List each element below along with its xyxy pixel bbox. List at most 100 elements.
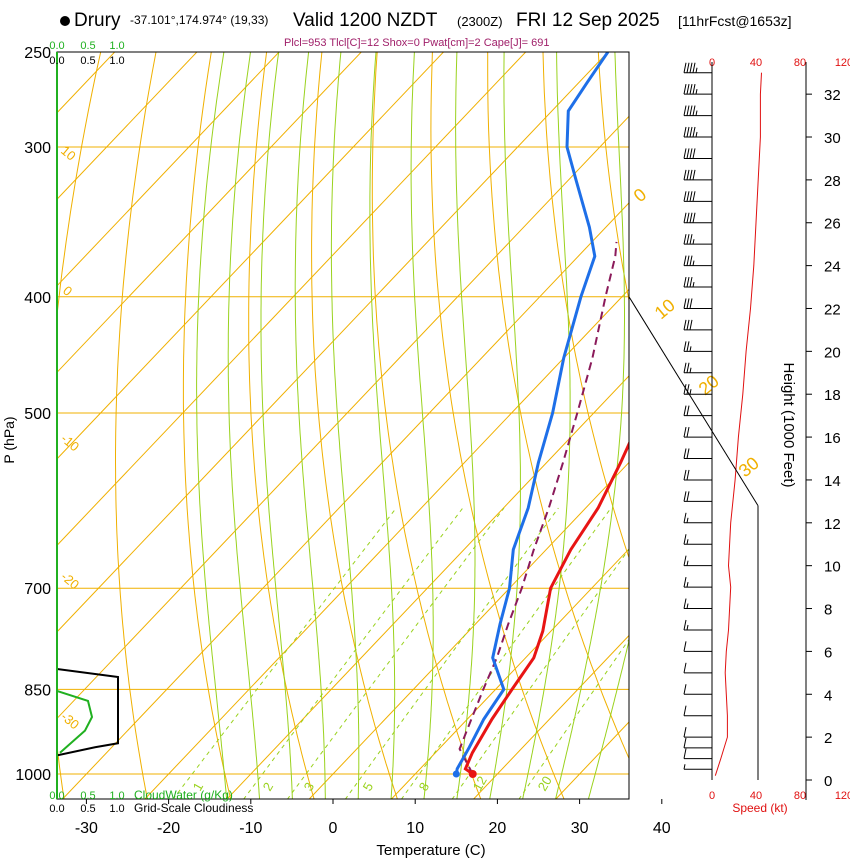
dry-adiabat (182, 52, 232, 799)
mixing-ratio-line (172, 507, 397, 799)
cloudwater-top-tick: 1.0 (109, 40, 124, 52)
mixing-ratio-label: 12 (470, 773, 490, 793)
wind-barb (683, 126, 712, 138)
isotherm (57, 115, 629, 720)
temp-tick-label: 30 (571, 820, 589, 837)
wind-barb (683, 727, 712, 738)
mixing-ratio-line (344, 507, 559, 799)
speed-bottom-tick: 40 (750, 790, 762, 802)
isotherm-label: 20 (695, 371, 723, 399)
pressure-tick-label: 1000 (15, 767, 51, 784)
surface-dew-dot (452, 770, 460, 778)
height-tick-label: 2 (824, 730, 832, 747)
wind-barb (683, 512, 712, 524)
wind-barb (683, 191, 712, 202)
wind-barb (683, 62, 712, 74)
pressure-tick-label: 300 (24, 140, 51, 157)
wind-barb (683, 255, 712, 267)
wind-barb (683, 684, 712, 695)
isotherm (57, 52, 609, 633)
dry-adiabat-label: -30 (58, 709, 82, 733)
isotherm (390, 548, 629, 799)
speed-top-tick: 120 (835, 57, 850, 69)
mixing-ratio-line (243, 507, 464, 799)
wind-barb (683, 534, 712, 545)
cloudwater-bottom-tick: 0.5 (80, 790, 95, 802)
cloudiness-top-tick: 0.0 (49, 55, 64, 67)
mixing-ratio-line (518, 638, 629, 799)
wind-barb (683, 737, 712, 749)
wind-barb (683, 319, 712, 331)
speed-bottom-tick: 80 (794, 790, 806, 802)
temp-tick-label: 10 (406, 820, 424, 837)
height-tick-label: 26 (824, 216, 841, 233)
cloudiness-bottom-tick: 0.0 (49, 803, 64, 815)
dry-adiabat-label: -10 (58, 431, 82, 455)
location-title: Drury (74, 10, 121, 31)
wind-barb (683, 641, 712, 652)
valid-date: FRI 12 Sep 2025 (516, 10, 660, 31)
wind-barb (683, 577, 712, 588)
location-dot (60, 16, 70, 26)
wind-barb (683, 234, 712, 245)
moist-adiabat (260, 52, 293, 799)
height-tick-label: 30 (824, 130, 841, 147)
wind-barb (683, 469, 712, 481)
dewpoint-trace (454, 52, 610, 775)
cloudwater-top-tick: 0.5 (80, 40, 95, 52)
speed-top-tick: 80 (794, 57, 806, 69)
wind-barb (683, 362, 712, 374)
cloudwater-bottom-tick: 1.0 (109, 790, 124, 802)
wind-barb (683, 662, 712, 674)
pressure-tick-label: 400 (24, 290, 51, 307)
isotherm (57, 52, 445, 460)
pressure-axis-label: P (hPa) (1, 416, 17, 463)
dry-adiabat (311, 52, 398, 799)
temp-tick-label: -30 (75, 820, 98, 837)
dry-adiabat (115, 52, 157, 799)
isotherm (57, 52, 527, 547)
dry-adiabat-label: -20 (58, 569, 82, 593)
isotherm (308, 461, 629, 799)
wind-barb (683, 384, 712, 395)
height-tick-label: 16 (824, 430, 841, 447)
temp-tick-label: 0 (329, 820, 338, 837)
dry-adiabat (371, 52, 482, 799)
cloudwater-profile (57, 690, 94, 754)
isotherm (57, 52, 198, 200)
dry-adiabat (487, 52, 629, 760)
wind-barb (683, 764, 712, 770)
height-tick-label: 6 (824, 644, 832, 661)
height-tick-label: 12 (824, 516, 841, 533)
speed-top-tick: 40 (750, 57, 762, 69)
speed-bottom-tick: 0 (709, 790, 715, 802)
plot-frame (56, 51, 630, 800)
height-tick-label: 32 (824, 87, 841, 104)
mixing-ratio-line (400, 507, 612, 799)
height-axis-label: Height (1000 Feet) (780, 362, 797, 487)
height-connector (628, 296, 759, 506)
location-coords: -37.101°,174.974° (19,33) (130, 13, 269, 27)
isotherm-label: 30 (735, 453, 763, 481)
moist-adiabat (227, 52, 260, 799)
cloudiness-top-tick: 1.0 (109, 55, 124, 67)
isotherm-label: 10 (651, 295, 679, 323)
mixing-ratio-line (451, 548, 629, 799)
moist-adiabat (369, 52, 396, 799)
cloudwater-label: CloudWater (g/Kg) (134, 788, 233, 802)
pressure-tick-label: 250 (24, 45, 51, 62)
wind-barb (683, 169, 712, 181)
height-tick-label: 28 (824, 173, 841, 190)
moist-adiabat (522, 52, 571, 799)
speed-bottom-tick: 120 (835, 790, 850, 802)
wind-barb (683, 748, 712, 760)
cloudwater-bottom-tick: 0.0 (49, 790, 64, 802)
isotherm (57, 52, 280, 287)
pressure-tick-label: 850 (24, 682, 51, 699)
moist-adiabat (410, 52, 434, 799)
surface-temp-dot (468, 770, 477, 778)
isotherm (472, 634, 629, 799)
dry-adiabat (652, 31, 850, 800)
isotherm (57, 52, 362, 374)
